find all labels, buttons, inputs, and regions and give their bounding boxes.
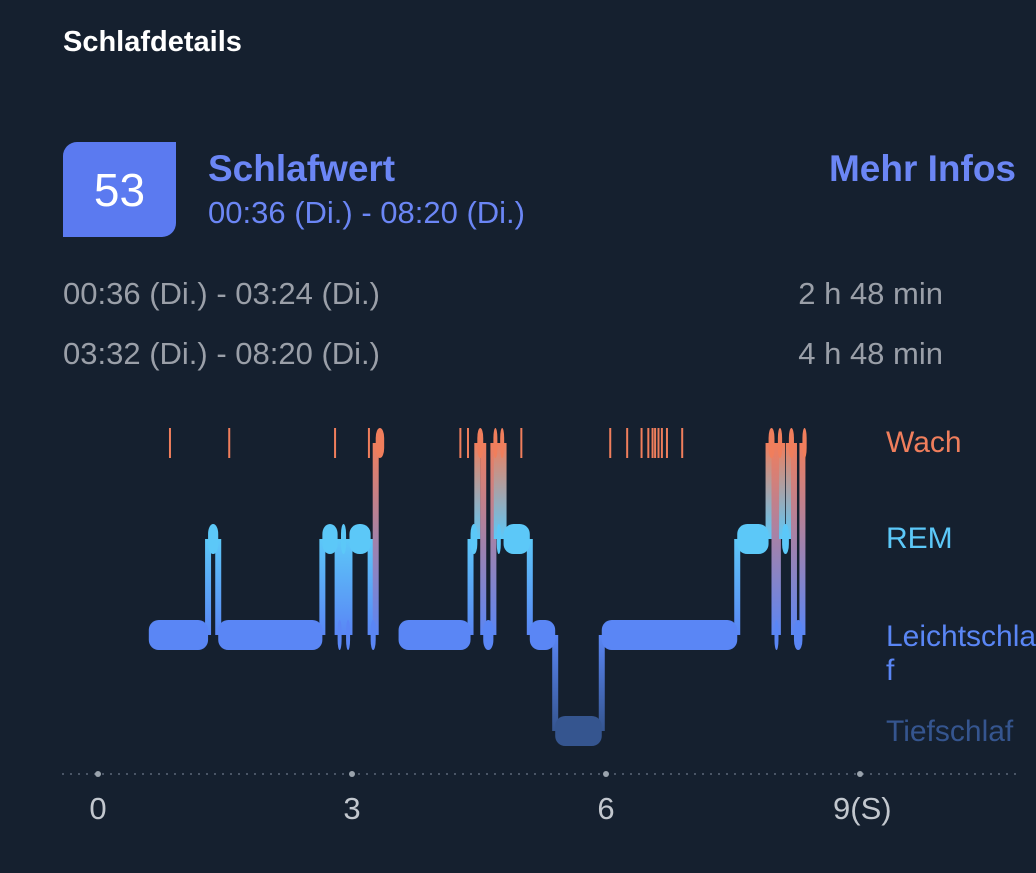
x-tick-dot	[349, 771, 355, 777]
wake-mark	[626, 428, 629, 458]
stage-transition	[467, 539, 474, 635]
stage-block-leicht	[148, 620, 209, 650]
stage-transition	[215, 539, 222, 635]
stage-block-leicht	[793, 620, 803, 650]
stage-block-wach	[802, 428, 807, 458]
wake-mark	[657, 428, 660, 458]
stage-block-leicht	[601, 620, 738, 650]
stage-transition	[500, 443, 507, 539]
x-tick-label: 3	[343, 791, 360, 826]
wake-mark	[367, 428, 370, 458]
wake-mark	[640, 428, 643, 458]
stage-block-tief	[555, 716, 602, 746]
stage-transition	[367, 539, 374, 635]
x-tick-label: 0	[89, 791, 106, 826]
stage-transition	[790, 443, 797, 635]
stage-block-wach	[500, 428, 505, 458]
stage-label-wach: Wach	[886, 426, 962, 459]
stage-transition	[774, 443, 781, 635]
stage-transition	[799, 443, 806, 635]
stage-label-tief: Tiefschlaf	[886, 715, 1014, 748]
stage-transition	[480, 443, 487, 635]
stage-block-rem	[340, 524, 347, 554]
stage-block-wach	[768, 428, 775, 458]
stage-transition	[497, 443, 504, 539]
stage-block-rem	[782, 524, 789, 554]
x-tick-dot	[603, 771, 609, 777]
stage-transition	[734, 539, 741, 635]
stage-block-rem	[503, 524, 530, 554]
stage-block-leicht	[398, 620, 471, 650]
wake-mark	[654, 428, 657, 458]
stage-block-leicht	[529, 620, 556, 650]
stage-block-wach	[788, 428, 794, 458]
stage-block-wach	[777, 428, 783, 458]
stage-transition	[372, 443, 379, 635]
stage-block-wach	[477, 428, 484, 458]
wake-mark	[681, 428, 684, 458]
wake-mark	[168, 428, 171, 458]
stage-block-leicht	[370, 620, 376, 650]
x-tick-dot	[95, 771, 101, 777]
wake-mark	[665, 428, 668, 458]
stage-transition	[346, 539, 353, 635]
wake-mark	[660, 428, 663, 458]
sleep-segment-time: 03:32 (Di.) - 08:20 (Di.)	[63, 336, 380, 371]
stage-transition	[490, 443, 497, 635]
stage-block-leicht	[483, 620, 494, 650]
more-info-link[interactable]: Mehr Infos	[828, 148, 1016, 189]
sleep-score-badge: 53	[63, 142, 176, 237]
stage-block-rem	[208, 524, 219, 554]
wake-mark	[609, 428, 612, 458]
stage-transition	[493, 443, 500, 539]
stage-transition	[205, 539, 212, 635]
stage-block-leicht	[774, 620, 779, 650]
x-tick-label: 9(S)	[833, 791, 892, 826]
stage-block-rem	[349, 524, 371, 554]
stage-label-rem: REM	[886, 522, 953, 555]
x-tick-dot	[857, 771, 863, 777]
stage-block-leicht	[346, 620, 351, 650]
stage-transition	[334, 539, 341, 635]
sleep-score-time-range: 00:36 (Di.) - 08:20 (Di.)	[208, 195, 525, 230]
page-title: Schlafdetails	[63, 26, 242, 58]
stage-transition	[785, 443, 792, 539]
wake-mark	[459, 428, 462, 458]
stage-block-rem	[322, 524, 338, 554]
wake-mark	[466, 428, 469, 458]
stage-transition	[337, 539, 344, 635]
x-tick-label: 6	[597, 791, 614, 826]
stage-transition	[319, 539, 326, 635]
stage-block-wach	[375, 428, 385, 458]
wake-mark	[651, 428, 654, 458]
stage-block-rem	[496, 524, 501, 554]
stage-block-leicht	[337, 620, 342, 650]
stage-block-leicht	[218, 620, 323, 650]
stage-transition	[474, 443, 481, 539]
stage-transition	[343, 539, 350, 635]
stage-transition	[598, 635, 605, 731]
stage-block-rem	[470, 524, 478, 554]
wake-mark	[334, 428, 337, 458]
sleep-segment-time: 00:36 (Di.) - 03:24 (Di.)	[63, 276, 380, 311]
stage-transition	[779, 443, 786, 539]
wake-mark	[647, 428, 650, 458]
stage-transition	[765, 443, 772, 539]
sleep-score-title: Schlafwert	[208, 148, 396, 189]
stage-transition	[771, 443, 778, 635]
wake-mark	[228, 428, 231, 458]
stage-label-leicht: Leichtschla f	[886, 620, 1036, 687]
stage-transition	[552, 635, 559, 731]
stage-block-wach	[493, 428, 498, 458]
wake-mark	[520, 428, 523, 458]
stage-block-rem	[737, 524, 769, 554]
stage-transition	[526, 539, 533, 635]
sleep-segment-duration: 4 h 48 min	[798, 336, 943, 371]
sleep-segment-duration: 2 h 48 min	[798, 276, 943, 311]
